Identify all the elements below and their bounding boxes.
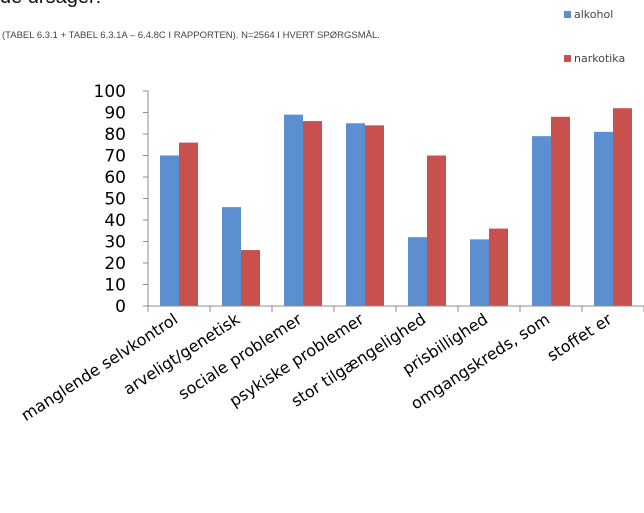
y-tick-label: 80: [104, 125, 126, 145]
y-tick-label: 20: [104, 254, 126, 274]
bar-alkohol: [532, 136, 551, 306]
bar-alkohol: [408, 237, 427, 306]
bar-alkohol: [346, 123, 365, 306]
y-tick-label: 90: [104, 104, 126, 124]
legend-item-alkohol: alkohol: [564, 8, 613, 21]
y-tick-label: 30: [104, 233, 126, 253]
y-tick-label: 50: [104, 190, 126, 210]
legend-label-alkohol: alkohol: [574, 8, 614, 21]
chart-title: de ursager:: [0, 0, 101, 9]
bar-alkohol: [594, 131, 613, 306]
bar-narkotika: [365, 125, 384, 307]
y-tick-label: 60: [104, 168, 126, 188]
bar-narkotika: [303, 121, 322, 306]
bar-alkohol: [222, 207, 241, 306]
bar-narkotika: [613, 108, 632, 306]
bar-alkohol: [160, 155, 179, 306]
legend-label-narkotika: narkotika: [574, 52, 626, 65]
y-tick-label: 10: [104, 276, 126, 296]
y-tick-label: 70: [104, 147, 126, 167]
bar-narkotika: [241, 250, 260, 306]
bar-alkohol: [470, 239, 489, 306]
y-tick-label: 100: [94, 82, 126, 102]
legend-swatch-narkotika: [564, 55, 571, 62]
bar-narkotika: [551, 116, 570, 306]
bar-narkotika: [427, 155, 446, 306]
bar-alkohol: [284, 114, 303, 307]
source-note: (TABEL 6.3.1 + TABEL 6.3.1A – 6.4.8C I R…: [2, 30, 380, 41]
x-tick-label: stoffet er: [544, 309, 616, 365]
bar-narkotika: [179, 142, 198, 306]
bar-narkotika: [489, 228, 508, 306]
legend-item-narkotika: narkotika: [564, 52, 625, 65]
y-tick-label: 40: [104, 211, 126, 231]
y-tick-label: 0: [115, 297, 126, 317]
legend-swatch-alkohol: [564, 11, 571, 18]
